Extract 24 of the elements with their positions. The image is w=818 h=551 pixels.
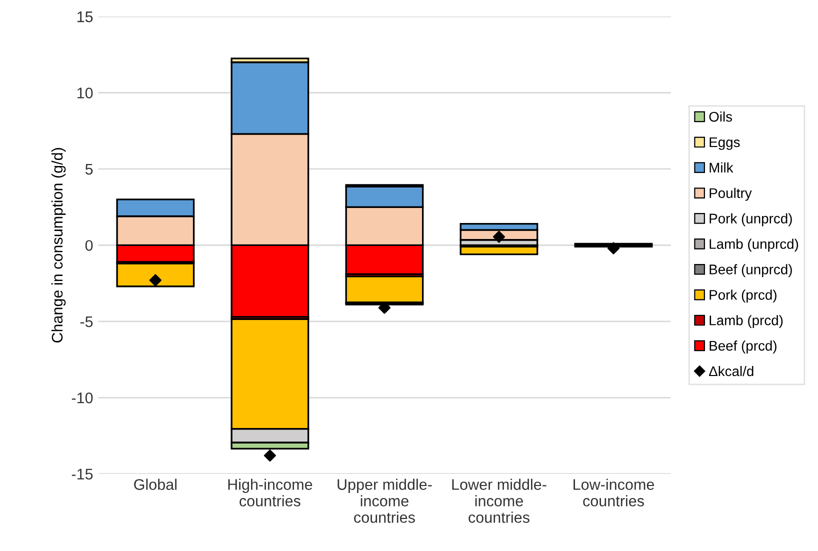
y-tick-label: 10	[77, 88, 93, 98]
y-tick-label: -10	[72, 392, 93, 404]
legend-label: Milk	[710, 162, 734, 172]
x-tick-label: Low-income countries	[574, 478, 654, 506]
legend-label: Pork (prcd)	[710, 290, 776, 303]
legend-label: Δkcal/d	[709, 366, 754, 376]
legend-label: Beef (prcd)	[710, 340, 776, 354]
x-tick-label: Global	[134, 478, 176, 490]
y-tick-label: 0	[85, 240, 93, 251]
y-tick-label: 5	[85, 164, 93, 175]
y-axis-title: Change in consumption (g/d)	[51, 148, 66, 342]
y-tick-label: -5	[80, 316, 93, 328]
x-tick-label: High-income countries	[228, 478, 312, 506]
x-tick-label: Upper middle- income countries	[338, 478, 432, 523]
x-tick-label: Lower middle- income countries	[452, 478, 546, 523]
legend-label: Oils	[709, 111, 732, 122]
legend-label: Eggs	[710, 137, 740, 150]
legend-label: Lamb (prcd)	[710, 315, 783, 328]
y-tick-label: 15	[77, 12, 93, 22]
legend-label: Beef (unprcd)	[710, 264, 792, 278]
legend-label: Lamb (unprcd)	[710, 238, 798, 252]
legend-label: Poultry	[710, 188, 752, 201]
legend-label: Pork (unprcd)	[710, 213, 792, 226]
y-tick-label: -15	[72, 468, 93, 480]
